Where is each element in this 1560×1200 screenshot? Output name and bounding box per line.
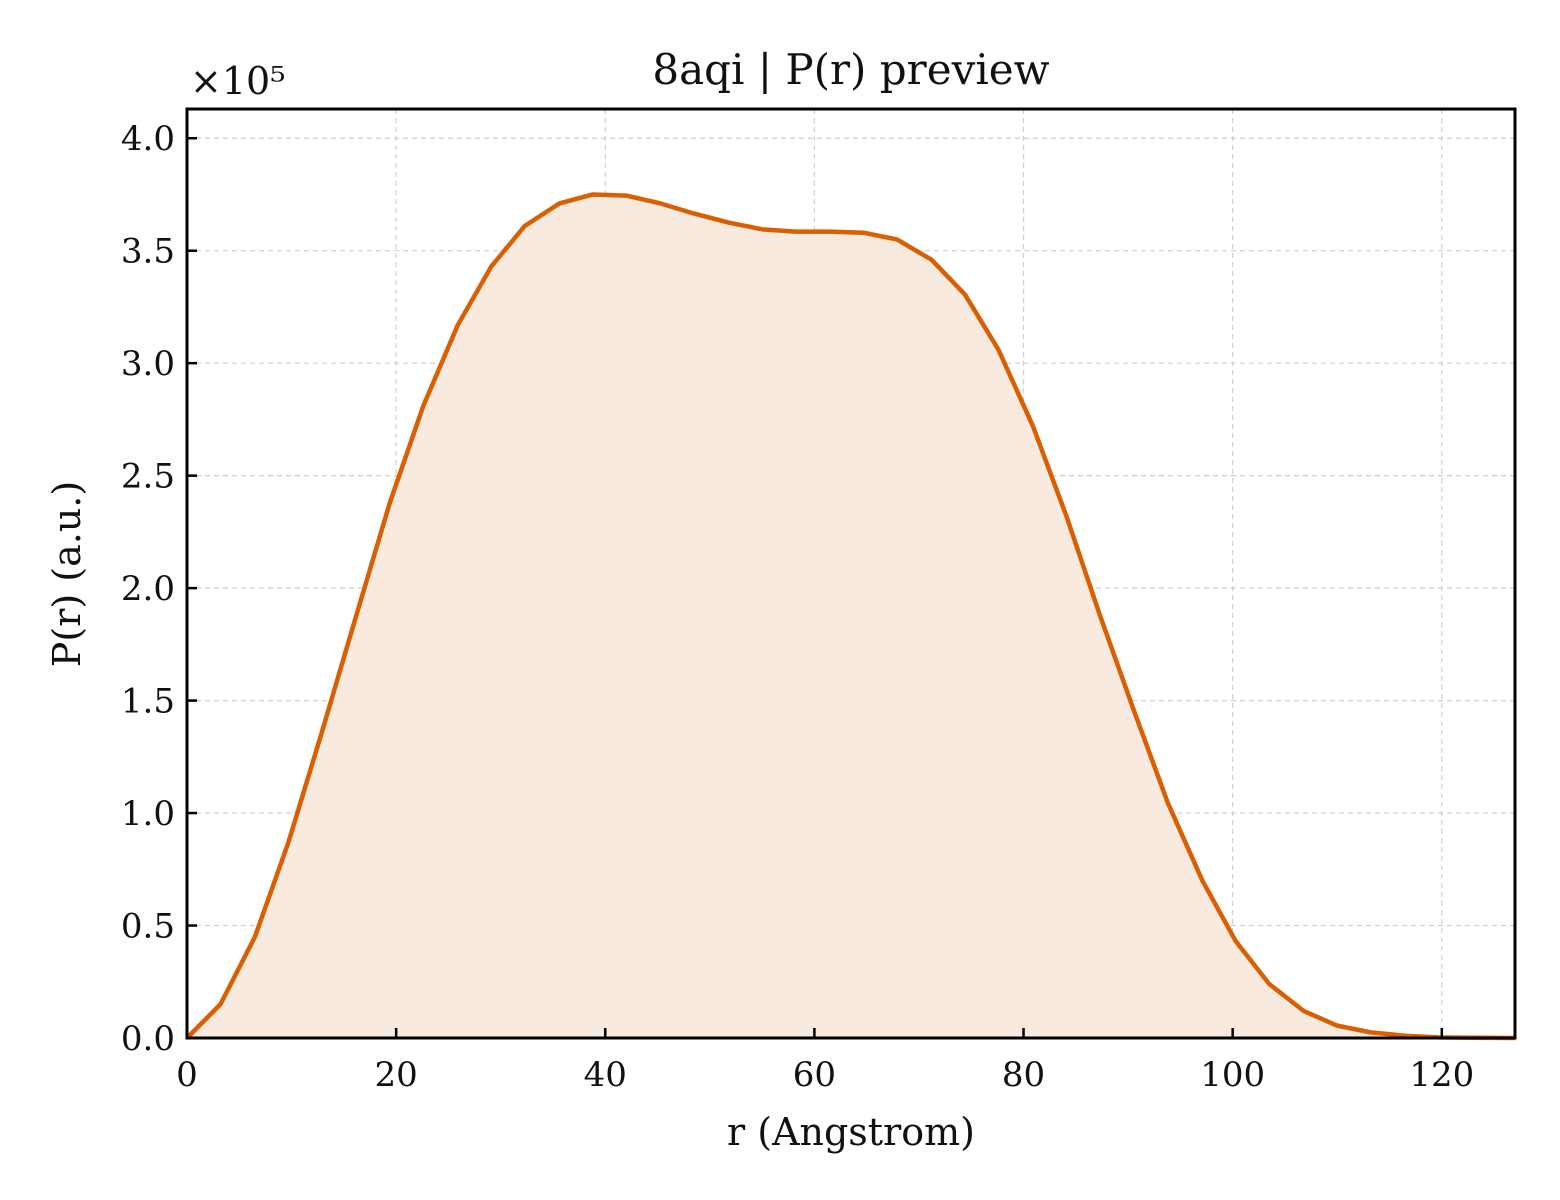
x-tick-label: 0 [176,1055,198,1095]
x-tick-label: 20 [375,1055,418,1095]
y-axis-label: P(r) (a.u.) [45,481,89,667]
ticks: 0 20 40 60 80 100 120 0.0 0.5 1.0 1.5 2.0 2.5 3.0 3.5 4… [121,119,1474,1095]
y-tick-label: 3.5 [121,232,175,272]
y-tick-label: 2.0 [121,569,175,609]
y-tick-label: 1.5 [121,682,175,722]
y-tick-label: 4.0 [121,119,175,159]
y-tick-label: 3.0 [121,344,175,384]
x-tick-label: 80 [1002,1055,1045,1095]
x-tick-label: 120 [1409,1055,1474,1095]
area-fill [187,194,1515,1039]
y-tick-label: 2.5 [121,457,175,497]
x-tick-label: 40 [584,1055,627,1095]
chart-title: 8aqi | P(r) preview [652,45,1049,94]
y-tick-label: 1.0 [121,794,175,834]
series-line [185,192,1516,1041]
y-multiplier-label: ×10⁵ [190,59,285,103]
x-tick-label: 60 [793,1055,836,1095]
y-tick-label: 0.0 [121,1019,175,1059]
x-tick-label: 100 [1200,1055,1265,1095]
x-axis-label: r (Angstrom) [727,1110,975,1154]
plot-frame [185,107,1517,1040]
y-tick-label: 0.5 [121,907,175,947]
